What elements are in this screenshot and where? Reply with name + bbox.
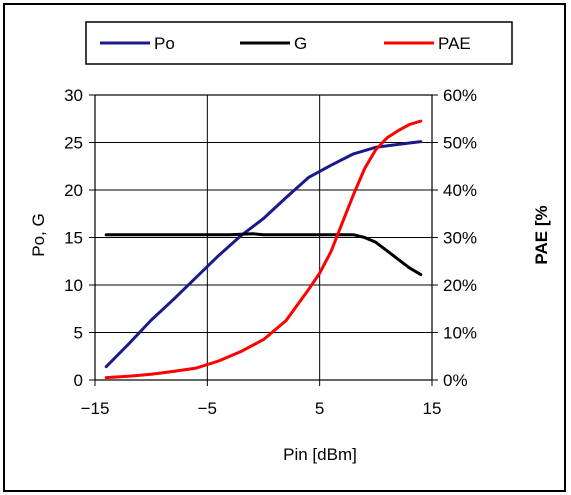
x-tick-label: −5 [198, 399, 217, 418]
y-tick-label-right: 50% [443, 134, 477, 153]
series-line-g [104, 232, 423, 277]
x-tick-label: 15 [423, 399, 442, 418]
legend-box [85, 21, 513, 65]
legend: Po G PAE [100, 34, 471, 53]
y-tick-label-left: 25 [64, 134, 83, 153]
y-tick-label-right: 20% [443, 276, 477, 295]
y-tick-label-right: 30% [443, 229, 477, 248]
y-tick-label-right: 0% [443, 371, 468, 390]
series-lines [104, 119, 423, 380]
y-tick-label-left: 15 [64, 229, 83, 248]
y-axis-title-left: Po, G [29, 213, 48, 256]
y-tick-label-right: 10% [443, 324, 477, 343]
legend-label-po: Po [154, 34, 175, 53]
y-axis-title-right: PAE [% [532, 205, 551, 264]
legend-label-pae: PAE [438, 34, 471, 53]
y-tick-label-left: 10 [64, 276, 83, 295]
outer-frame [3, 3, 566, 492]
y-tick-label-right: 40% [443, 181, 477, 200]
y-tick-label-left: 0 [74, 371, 83, 390]
x-tick-label: −15 [81, 399, 110, 418]
y-tick-label-left: 20 [64, 181, 83, 200]
x-axis-title: Pin [dBm] [283, 445, 357, 464]
y-tick-label-left: 30 [64, 86, 83, 105]
grid [95, 95, 432, 380]
y-tick-label-left: 5 [74, 324, 83, 343]
series-line-pae [104, 119, 423, 380]
series-line-po [104, 140, 423, 369]
tick-labels: 0 5 10 15 20 25 30 0% 10% 20% 30% 40% 50% 60% −15 −5 5 15 [64, 86, 477, 418]
y-tick-label-right: 60% [443, 86, 477, 105]
legend-label-g: G [294, 34, 307, 53]
x-tick-label: 5 [315, 399, 324, 418]
